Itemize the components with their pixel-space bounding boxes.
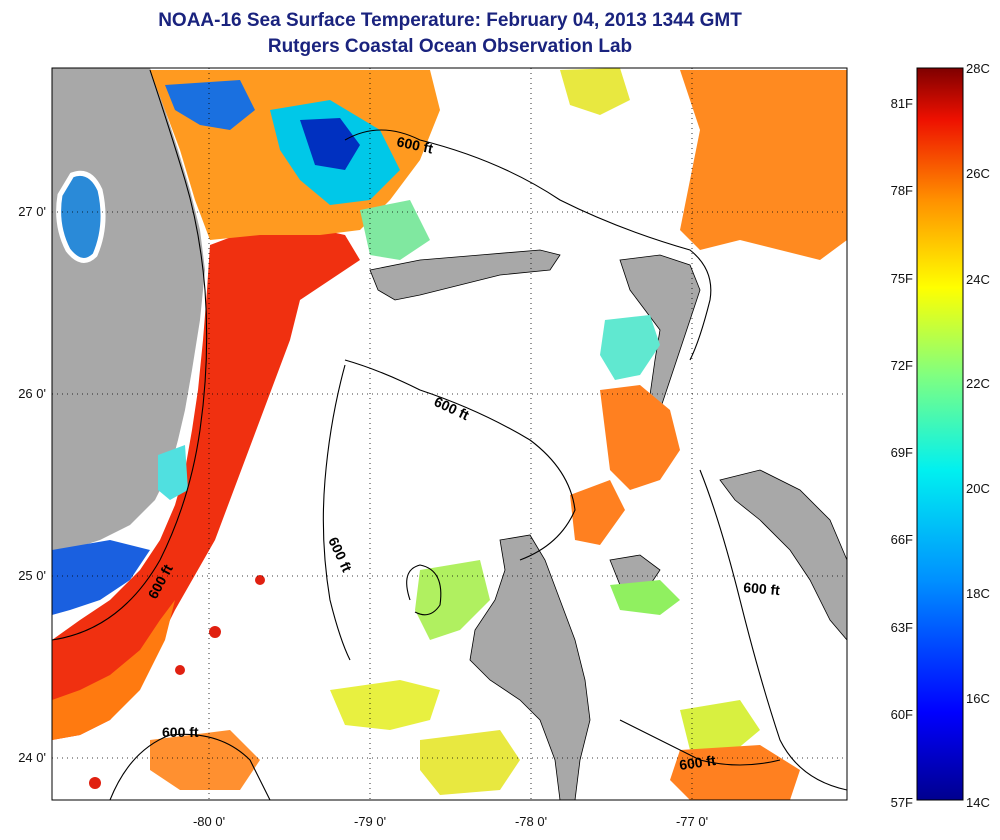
colorbar-fahrenheit-label: 72F bbox=[891, 358, 913, 373]
south-yellow-patch-2 bbox=[420, 730, 520, 795]
abaco-cyan bbox=[600, 315, 660, 380]
eleuthera-island bbox=[719, 469, 847, 641]
grid-lines bbox=[52, 68, 847, 800]
colorbar-fahrenheit-label: 81F bbox=[891, 96, 913, 111]
bathymetry-contours bbox=[52, 69, 847, 800]
contour-label: 600 ft bbox=[395, 133, 434, 156]
south-yellow-patch-3 bbox=[680, 700, 760, 755]
sst-speck bbox=[255, 575, 265, 585]
y-tick-label: 27 0' bbox=[18, 204, 46, 219]
west-cold-patch bbox=[52, 540, 150, 615]
colorbar-celsius-label: 28C bbox=[966, 61, 990, 76]
sw-orange-patch bbox=[150, 730, 260, 790]
central-orange-patch bbox=[570, 480, 625, 545]
colorbar bbox=[916, 67, 964, 801]
sst-speck bbox=[209, 626, 221, 638]
sst-speck bbox=[89, 777, 101, 789]
x-tick-label: -78 0' bbox=[515, 814, 547, 829]
sst-speck bbox=[175, 665, 185, 675]
ne-warm-patch bbox=[680, 70, 847, 260]
east-green-patch bbox=[610, 580, 680, 615]
colorbar-celsius-label: 20C bbox=[966, 481, 990, 496]
gulf-stream-orange-edge bbox=[52, 600, 175, 740]
map-subtitle: Rutgers Coastal Ocean Observation Lab bbox=[267, 36, 633, 57]
colorbar-celsius-labels: 28C 26C 24C 22C 20C 18C 16C 14C bbox=[966, 61, 990, 810]
x-tick-label: -79 0' bbox=[354, 814, 386, 829]
lake-okeechobee bbox=[56, 170, 106, 263]
west-cyan-patch bbox=[158, 445, 188, 500]
abaco-warm bbox=[600, 385, 680, 490]
gulf-stream bbox=[52, 225, 360, 740]
map-border bbox=[51, 67, 848, 801]
colorbar-celsius-label: 14C bbox=[966, 795, 990, 810]
colorbar-celsius-label: 24C bbox=[966, 272, 990, 287]
colorbar-fahrenheit-label: 57F bbox=[891, 795, 913, 810]
south-green-patch bbox=[415, 560, 490, 640]
south-orange-patch bbox=[670, 745, 800, 800]
nassau-island bbox=[609, 554, 661, 586]
contour-label: 600 ft bbox=[743, 579, 781, 598]
colorbar-fahrenheit-label: 60F bbox=[891, 707, 913, 722]
y-tick-label: 25 0' bbox=[18, 568, 46, 583]
y-tick-label: 24 0' bbox=[18, 750, 46, 765]
abaco-islands bbox=[619, 254, 701, 411]
grand-bahama bbox=[369, 249, 561, 301]
x-tick-label: -80 0' bbox=[193, 814, 225, 829]
ne-yellow-patch bbox=[560, 68, 630, 115]
andros-island bbox=[469, 534, 591, 800]
north-cold-patch-3 bbox=[300, 118, 360, 170]
north-green-patch bbox=[360, 200, 430, 260]
colorbar-fahrenheit-label: 66F bbox=[891, 532, 913, 547]
colorbar-fahrenheit-label: 75F bbox=[891, 271, 913, 286]
contour-label: 600 ft bbox=[678, 752, 717, 773]
colorbar-celsius-label: 22C bbox=[966, 376, 990, 391]
colorbar-fahrenheit-labels: 81F 78F 75F 72F 69F 66F 63F 60F 57F bbox=[891, 96, 913, 810]
colorbar-celsius-label: 16C bbox=[966, 691, 990, 706]
colorbar-fahrenheit-label: 63F bbox=[891, 620, 913, 635]
y-tick-label: 26 0' bbox=[18, 386, 46, 401]
colorbar-celsius-label: 18C bbox=[966, 586, 990, 601]
contour-label: 600 ft bbox=[162, 724, 199, 740]
map-content bbox=[52, 68, 847, 800]
south-yellow-patch-1 bbox=[330, 680, 440, 730]
colorbar-celsius-label: 26C bbox=[966, 166, 990, 181]
colorbar-fahrenheit-label: 69F bbox=[891, 445, 913, 460]
x-tick-label: -77 0' bbox=[676, 814, 708, 829]
north-cold-patch bbox=[165, 80, 255, 130]
colorbar-fahrenheit-label: 78F bbox=[891, 183, 913, 198]
map-title: NOAA-16 Sea Surface Temperature: Februar… bbox=[158, 10, 742, 31]
